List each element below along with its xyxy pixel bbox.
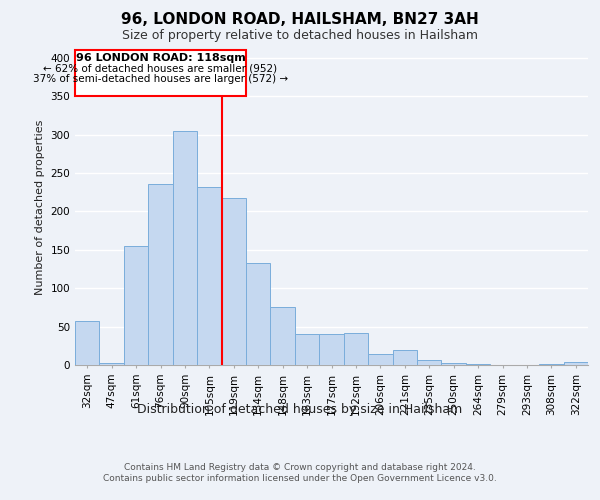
Bar (344, 332, 368, 365)
Bar (124, 246, 148, 365)
Text: Contains HM Land Registry data © Crown copyright and database right 2024.: Contains HM Land Registry data © Crown c… (124, 462, 476, 471)
Y-axis label: Number of detached properties: Number of detached properties (35, 120, 45, 295)
Bar (173, 130, 197, 365)
Bar (75, 321, 100, 365)
Bar (442, 364, 466, 365)
Bar (392, 350, 417, 365)
Bar (246, 263, 271, 365)
Bar (539, 364, 563, 365)
Bar (563, 362, 588, 365)
Text: 37% of semi-detached houses are larger (572) →: 37% of semi-detached houses are larger (… (33, 74, 288, 84)
Bar (368, 354, 392, 365)
Text: Distribution of detached houses by size in Hailsham: Distribution of detached houses by size … (137, 402, 463, 415)
Bar (148, 184, 173, 365)
Text: Contains public sector information licensed under the Open Government Licence v3: Contains public sector information licen… (103, 474, 497, 483)
Bar (271, 306, 295, 365)
Bar (75, 50, 246, 96)
Bar (295, 334, 319, 365)
Text: ← 62% of detached houses are smaller (952): ← 62% of detached houses are smaller (95… (43, 64, 278, 74)
Bar (417, 360, 442, 365)
Bar (100, 364, 124, 365)
Bar (319, 334, 344, 365)
Bar (221, 198, 246, 365)
Text: Size of property relative to detached houses in Hailsham: Size of property relative to detached ho… (122, 29, 478, 42)
Text: 96 LONDON ROAD: 118sqm: 96 LONDON ROAD: 118sqm (76, 53, 245, 63)
Text: 96, LONDON ROAD, HAILSHAM, BN27 3AH: 96, LONDON ROAD, HAILSHAM, BN27 3AH (121, 12, 479, 28)
Bar (197, 187, 221, 365)
Bar (466, 364, 490, 365)
